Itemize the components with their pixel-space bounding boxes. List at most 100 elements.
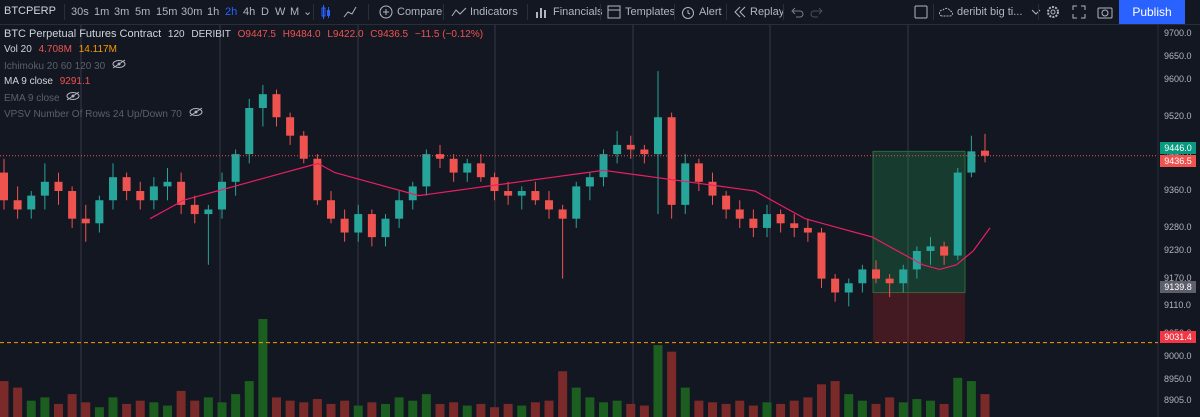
price-chart[interactable] [0,25,1200,417]
interval-5m[interactable]: 5m [135,6,151,18]
price-tick-label: 9170.0 [1164,272,1192,283]
replay-icon[interactable] [732,4,748,20]
candle-body [545,200,553,210]
indicators-icon[interactable] [451,4,467,20]
candle-body [572,186,581,219]
cloud-icon[interactable] [938,4,954,20]
replay-button[interactable]: Replay [750,6,785,18]
price-tick-label: 9700.0 [1164,28,1192,39]
candle-body [13,200,22,210]
templates-button[interactable]: Templates [625,6,676,18]
gear-icon[interactable] [1045,4,1061,20]
volume-legend-row[interactable]: Vol 20 4.708M 14.117M [4,43,487,59]
ema-legend-row[interactable]: EMA 9 close [4,91,487,107]
symbol-search[interactable]: BTCPERP [4,5,56,17]
interval-W[interactable]: W [275,6,286,18]
candle-body [722,195,731,210]
symbol-legend-row: BTC Perpetual Futures Contract 120 DERIB… [4,27,487,43]
layout-checkbox-icon[interactable] [913,4,929,20]
interval-1h[interactable]: 1h [207,6,220,18]
toolbar-separator [933,4,934,20]
volume-bar [122,403,132,417]
interval-15m[interactable]: 15m [156,6,178,18]
candle-body [831,278,840,293]
candle-body [27,195,36,210]
toolbar-separator [1038,4,1039,20]
interval-30m[interactable]: 30m [181,6,203,18]
candle-body [245,108,254,155]
volume-bar [67,394,77,417]
financials-button[interactable]: Financials [553,6,603,18]
alert-clock-icon[interactable] [680,4,696,20]
candle-body [640,149,649,155]
volume-bar [735,400,745,417]
vpsv-legend-row[interactable]: VPSV Number Of Rows 24 Up/Down 70 [4,107,487,123]
candle-body [940,246,949,256]
volume-label: Vol 20 [4,44,32,55]
volume-bar [312,399,322,417]
legend-low: L9422.0 [327,29,364,40]
interval-M[interactable]: M [290,6,300,18]
financials-icon[interactable] [534,4,550,20]
candle-body [81,218,90,224]
candle-body [40,181,49,196]
chevron-down-icon[interactable] [1028,4,1044,20]
candle-body [136,191,145,201]
volume-bar [285,400,295,417]
candle-body [667,117,676,205]
candles-chart-type-icon[interactable] [318,4,334,20]
candle-body [149,186,158,201]
camera-icon[interactable] [1097,4,1113,20]
candle-body [258,94,267,109]
price-tick-label: 9520.0 [1164,111,1192,122]
toolbar-separator [443,4,444,20]
compare-button[interactable]: Compare [397,6,443,18]
candle-body [463,163,472,173]
volume-bar [476,403,486,417]
volume-bar [599,402,608,417]
toolbar-separator [64,4,65,20]
volume-bar [0,381,9,417]
hidden-eye-icon[interactable] [112,59,126,69]
chart-style-icon[interactable] [342,4,358,20]
volume-bar [176,390,186,417]
redo-icon[interactable] [809,4,825,20]
toolbar-separator [674,4,675,20]
indicators-button[interactable]: Indicators [470,6,518,18]
price-tick-label: 9110.0 [1164,300,1191,311]
layout-name[interactable]: deribit big ti... [957,6,1023,18]
candle-body [395,200,404,219]
undo-icon[interactable] [789,4,805,20]
interval-chevron-icon[interactable]: ⌄ [303,6,313,18]
candle-body [531,191,540,201]
hidden-eye-icon[interactable] [66,91,80,101]
interval-1m[interactable]: 1m [94,6,110,18]
hidden-eye-icon[interactable] [189,107,203,117]
fullscreen-icon[interactable] [1071,4,1087,20]
ichimoku-legend-row[interactable]: Ichimoku 20 60 120 30 [4,59,487,75]
interval-30s[interactable]: 30s [71,6,89,18]
candle-body [926,246,935,251]
interval-4h[interactable]: 4h [243,6,256,18]
volume-bar [135,400,145,417]
legend-open: O9447.5 [237,29,276,40]
ma-legend-row[interactable]: MA 9 close 9291.1 [4,75,487,91]
volume-bar [626,403,636,417]
compare-icon[interactable] [378,4,394,20]
interval-2h[interactable]: 2h [225,6,238,18]
candle-body [109,177,117,201]
candle-body [54,181,63,192]
price-axis[interactable]: 9700.09650.09600.09520.09440.09360.09280… [1158,0,1200,417]
templates-icon[interactable] [606,4,622,20]
alert-button[interactable]: Alert [699,6,722,18]
candle-body [231,154,240,182]
volume-bar [326,403,336,417]
candle-body [749,218,758,228]
volume-bar [149,402,159,417]
price-tick-label: 9600.0 [1164,74,1192,85]
interval-3m[interactable]: 3m [114,6,130,18]
publish-button[interactable]: Publish [1119,0,1185,24]
target-price-tag: 9446.0 [1160,142,1196,154]
candle-body [967,151,976,173]
interval-D[interactable]: D [261,6,269,18]
